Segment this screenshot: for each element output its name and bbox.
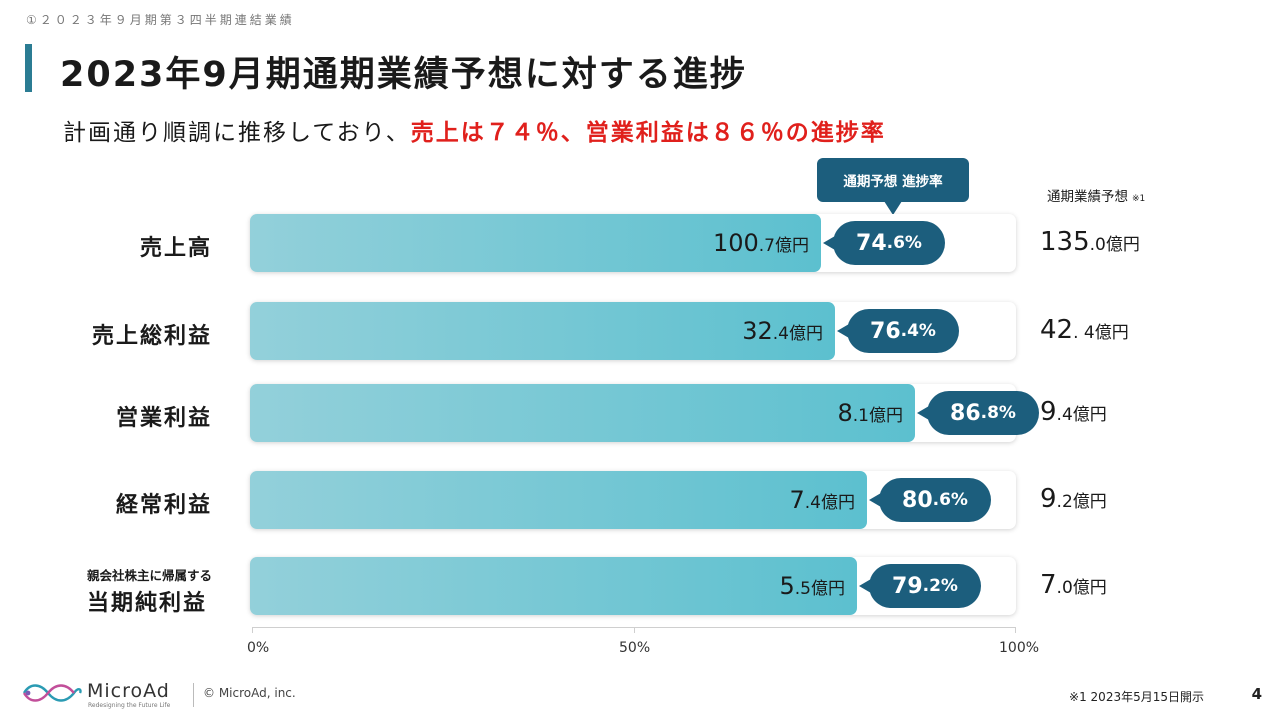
pct-dec: .4% bbox=[900, 321, 936, 341]
pct-pill-pointer bbox=[859, 579, 871, 593]
bar-value-label: 32.4億円 bbox=[742, 317, 823, 345]
pct-pill: 80.6% bbox=[879, 478, 991, 522]
bar-value-label: 7.4億円 bbox=[789, 486, 855, 514]
page-title: 2023年9月期通期業績予想に対する進捗 bbox=[60, 55, 747, 95]
bar-value-int: 5 bbox=[779, 572, 795, 600]
title-accent-bar bbox=[25, 44, 32, 92]
brand-name: MicroAd bbox=[87, 680, 170, 702]
forecast-value: 7.0億円 bbox=[1040, 570, 1107, 600]
pct-dec: .8% bbox=[980, 403, 1016, 423]
bar-value-label: 100.7億円 bbox=[713, 229, 809, 257]
bar-value-int: 8 bbox=[837, 399, 853, 427]
page-subtitle: 計画通り順調に推移しており、売上は７４％、営業利益は８６％の進捗率 bbox=[63, 113, 886, 147]
pct-pill: 74.6% bbox=[833, 221, 945, 265]
breadcrumb: ①２０２３年９月期第３四半期連結業績 bbox=[26, 13, 295, 27]
forecast-unit: 億円 bbox=[1072, 578, 1107, 598]
progress-bar bbox=[250, 557, 857, 615]
progress-callout-pointer bbox=[884, 201, 902, 215]
pct-dec: .2% bbox=[922, 576, 958, 596]
pct-dec: .6% bbox=[886, 233, 922, 253]
pct-int: 86 bbox=[950, 400, 981, 426]
bar-value-dec: .7 bbox=[758, 236, 775, 256]
row-label: 親会社株主に帰属する当期純利益 bbox=[87, 565, 212, 617]
forecast-int: 9 bbox=[1040, 397, 1057, 427]
forecast-int: 135 bbox=[1040, 227, 1090, 257]
bar-value-int: 7 bbox=[789, 486, 805, 514]
pct-int: 76 bbox=[870, 318, 901, 344]
forecast-header: 通期業績予想 ※1 bbox=[1047, 185, 1145, 205]
pct-pill-pointer bbox=[917, 406, 929, 420]
pct-pill-pointer bbox=[823, 236, 835, 250]
row-label: 売上総利益 bbox=[91, 324, 212, 349]
bar-value-unit: 億円 bbox=[821, 493, 855, 513]
row-label-main: 当期純利益 bbox=[86, 591, 207, 616]
forecast-unit: 億円 bbox=[1094, 323, 1129, 343]
brand-tagline: Redesigning the Future Life bbox=[88, 702, 171, 709]
forecast-value: 9.4億円 bbox=[1040, 397, 1107, 427]
pct-pill: 76.4% bbox=[847, 309, 959, 353]
bar-value-label: 8.1億円 bbox=[837, 399, 903, 427]
forecast-header-label: 通期業績予想 bbox=[1047, 189, 1128, 205]
row-label: 売上高 bbox=[139, 236, 212, 261]
bar-value-unit: 億円 bbox=[789, 324, 823, 344]
bar-value-dec: .4 bbox=[772, 324, 789, 344]
bar-value-unit: 億円 bbox=[775, 236, 809, 256]
x-tick-50 bbox=[634, 627, 635, 633]
row-label: 経常利益 bbox=[115, 493, 212, 518]
x-tick-label-100: 100% bbox=[999, 640, 1040, 656]
bar-value-label: 5.5億円 bbox=[779, 572, 845, 600]
forecast-header-note: ※1 bbox=[1132, 194, 1146, 204]
pct-pill-pointer bbox=[837, 324, 849, 338]
forecast-dec: .0 bbox=[1056, 578, 1073, 598]
bar-value-dec: .1 bbox=[852, 406, 869, 426]
pct-pill: 86.8% bbox=[927, 391, 1039, 435]
bar-value-int: 32 bbox=[742, 317, 773, 345]
row-label-sub: 親会社株主に帰属する bbox=[86, 568, 212, 583]
forecast-int: 9 bbox=[1040, 484, 1057, 514]
progress-callout: 通期予想 進捗率 bbox=[817, 158, 969, 202]
footnote: ※1 2023年5月15日開示 bbox=[1069, 690, 1204, 704]
forecast-int: 7 bbox=[1040, 570, 1057, 600]
microad-logo-icon bbox=[22, 684, 82, 702]
forecast-int: 42 bbox=[1040, 315, 1074, 345]
pct-int: 74 bbox=[856, 230, 887, 256]
pct-pill-pointer bbox=[869, 493, 881, 507]
bar-value-unit: 億円 bbox=[811, 579, 845, 599]
page-number: 4 bbox=[1251, 685, 1262, 703]
copyright: © MicroAd, inc. bbox=[203, 686, 296, 700]
forecast-value: 42. 4億円 bbox=[1040, 315, 1129, 345]
forecast-dec: .0 bbox=[1089, 235, 1106, 255]
forecast-unit: 億円 bbox=[1105, 235, 1140, 255]
subtitle-plain: 計画通り順調に推移しており、 bbox=[63, 120, 411, 146]
x-tick-label-0: 0% bbox=[247, 640, 270, 656]
forecast-dec: . 4 bbox=[1073, 323, 1095, 343]
forecast-dec: .4 bbox=[1056, 405, 1073, 425]
x-tick-label-50: 50% bbox=[619, 640, 651, 656]
forecast-unit: 億円 bbox=[1072, 492, 1107, 512]
bar-value-dec: .5 bbox=[794, 579, 811, 599]
x-tick-100 bbox=[1015, 627, 1016, 633]
forecast-dec: .2 bbox=[1056, 492, 1073, 512]
progress-bar bbox=[250, 214, 821, 272]
subtitle-highlight: 売上は７４％、営業利益は８６％の進捗率 bbox=[410, 120, 886, 146]
pct-int: 80 bbox=[902, 487, 933, 513]
footer-divider bbox=[193, 683, 194, 707]
bar-value-int: 100 bbox=[712, 229, 759, 257]
row-label: 営業利益 bbox=[115, 406, 212, 431]
progress-bar bbox=[250, 384, 915, 442]
forecast-value: 135.0億円 bbox=[1040, 227, 1140, 257]
pct-pill: 79.2% bbox=[869, 564, 981, 608]
forecast-unit: 億円 bbox=[1072, 405, 1107, 425]
forecast-value: 9.2億円 bbox=[1040, 484, 1107, 514]
progress-bar bbox=[250, 471, 867, 529]
progress-bar bbox=[250, 302, 835, 360]
bar-value-unit: 億円 bbox=[869, 406, 903, 426]
pct-dec: .6% bbox=[932, 490, 968, 510]
pct-int: 79 bbox=[892, 573, 923, 599]
bar-value-dec: .4 bbox=[804, 493, 821, 513]
x-tick-0 bbox=[252, 627, 253, 633]
